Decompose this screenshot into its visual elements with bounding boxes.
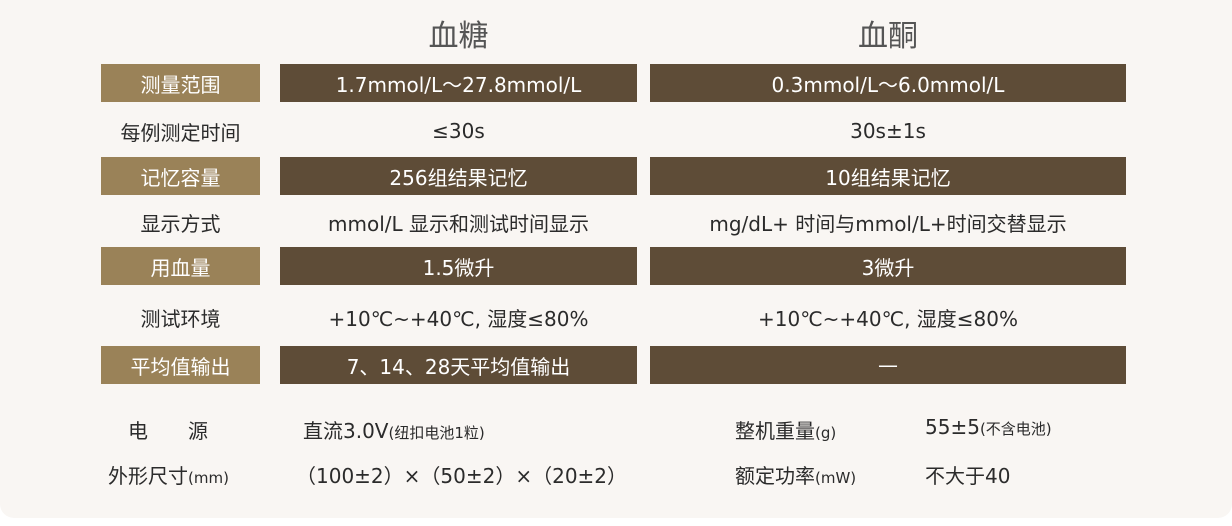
row-label: 测试环境	[140, 306, 221, 331]
rated-unit: (mW)	[815, 469, 857, 487]
size-label-text: 外形尺寸	[108, 464, 188, 488]
ketone-value: 30s±1s	[850, 119, 926, 143]
row-label: 每例测定时间	[120, 120, 241, 145]
row-label: 平均值输出	[101, 346, 260, 384]
rated-value: 不大于40	[925, 464, 1011, 488]
weight-note: (不含电池)	[979, 420, 1052, 438]
weight-label: 整机重量(g)	[735, 415, 836, 444]
glucose-value: 256组结果记忆	[280, 157, 637, 195]
glucose-value: mmol/L 显示和测试时间显示	[328, 211, 589, 236]
size-unit: (mm)	[188, 469, 229, 487]
power-note: (纽扣电池1粒)	[388, 424, 485, 442]
header-glucose: 血糖	[428, 19, 489, 54]
ketone-value: mg/dL+ 时间与mmol/L+时间交替显示	[709, 211, 1067, 236]
ketone-value: +10℃~+40℃, 湿度≤80%	[757, 306, 1019, 331]
glucose-value: 1.5微升	[280, 247, 637, 285]
header-ketone: 血酮	[858, 19, 918, 54]
row-label: 记忆容量	[101, 157, 260, 195]
glucose-value: 7、14、28天平均值输出	[280, 346, 637, 384]
power-label: 电 源	[128, 419, 208, 443]
power-value-text: 直流3.0V	[303, 419, 389, 443]
weight-value-text: 55±5	[925, 415, 980, 439]
rated-label: 额定功率(mW)	[735, 460, 856, 489]
weight-value: 55±5(不含电池)	[925, 415, 1052, 439]
row-label: 显示方式	[140, 211, 221, 236]
weight-label-text: 整机重量	[735, 419, 815, 443]
glucose-value: ≤30s	[432, 119, 485, 143]
ketone-value: —	[650, 346, 1126, 384]
power-value: 直流3.0V(纽扣电池1粒)	[303, 415, 485, 444]
ketone-value: 0.3mmol/L～6.0mmol/L	[650, 64, 1126, 102]
size-value: （100±2）×（50±2）×（20±2）	[296, 464, 628, 488]
glucose-value: +10℃~+40℃, 湿度≤80%	[328, 306, 589, 331]
size-label: 外形尺寸(mm)	[108, 460, 229, 489]
weight-unit: (g)	[815, 424, 837, 442]
ketone-value: 3微升	[650, 247, 1126, 285]
rated-label-text: 额定功率	[735, 464, 815, 488]
row-label: 用血量	[101, 247, 260, 285]
ketone-value: 10组结果记忆	[650, 157, 1126, 195]
row-label: 测量范围	[101, 64, 260, 102]
glucose-value: 1.7mmol/L～27.8mmol/L	[280, 64, 637, 102]
